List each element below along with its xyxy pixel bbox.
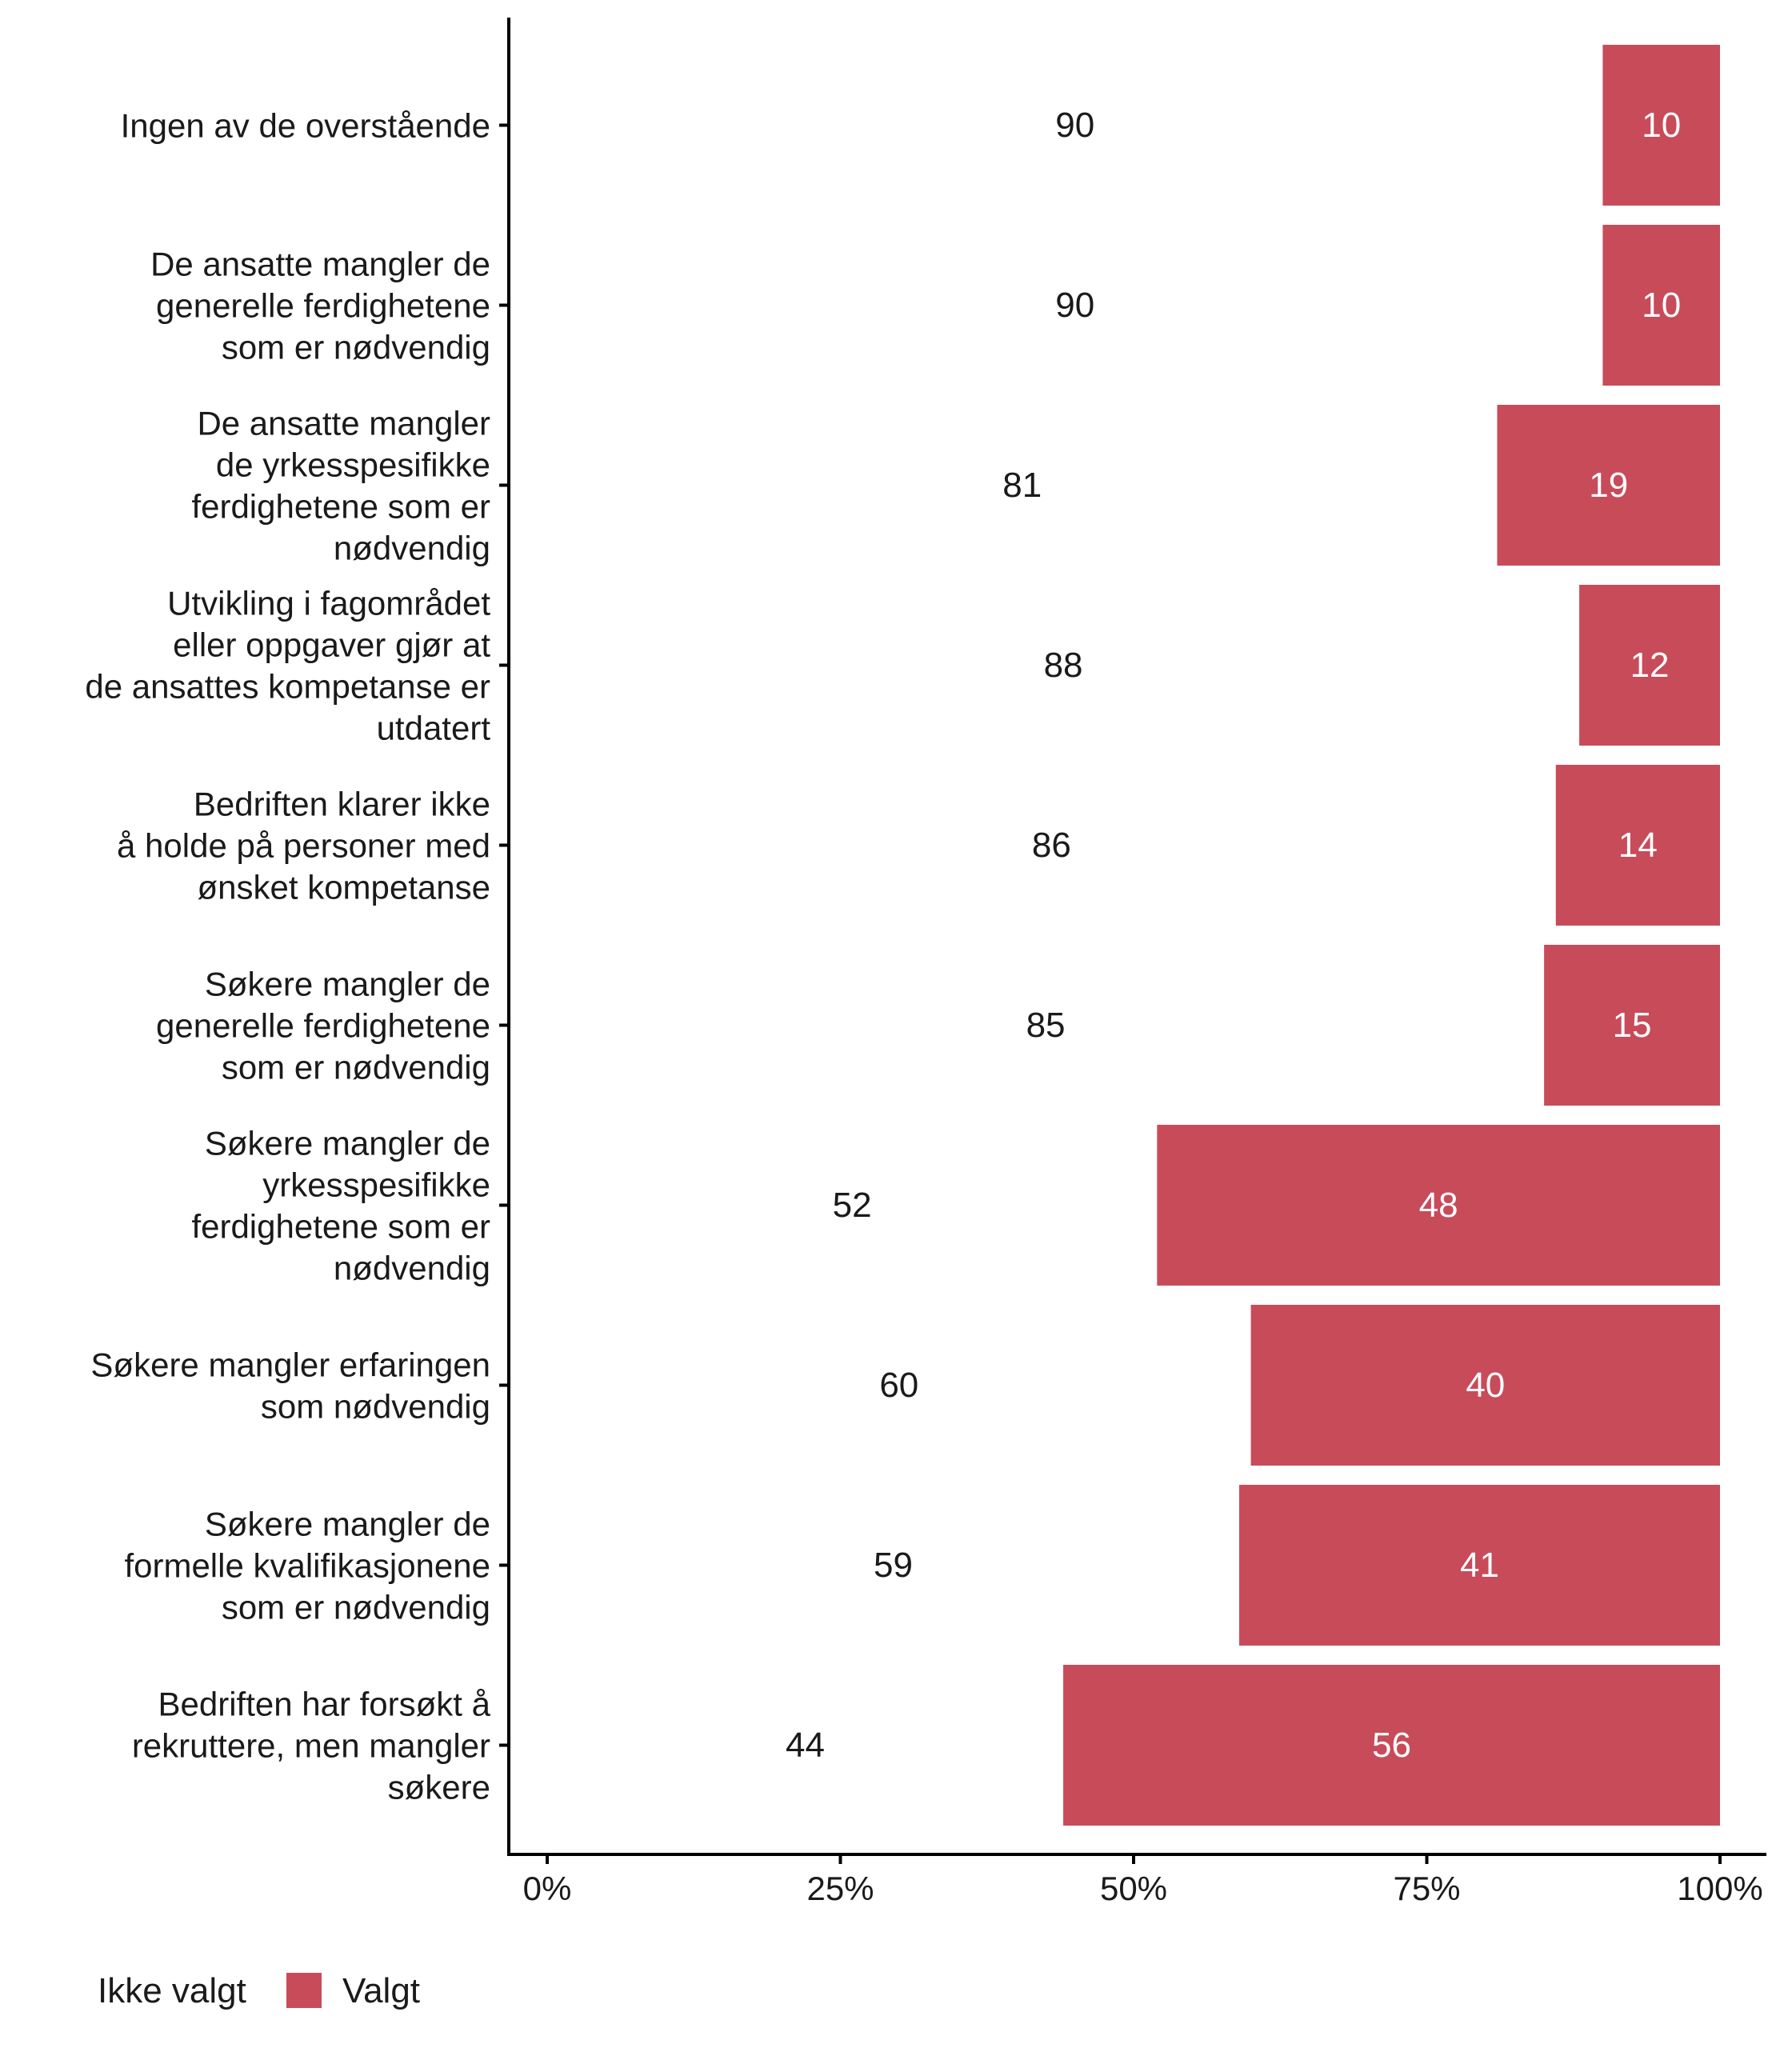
- bars-layer: [1063, 45, 1720, 1826]
- bar-valgt-5: [1544, 945, 1720, 1106]
- value-labels-layer: 90 10 90 10 81 19 88 12 86 14 85 15 52 48 60 40 59 41 44 56: [786, 106, 1681, 1765]
- x-tick-label-4: 100%: [1677, 1870, 1762, 1907]
- value-label-ikke-valgt-7: 60: [879, 1366, 918, 1405]
- value-label-valgt-6: 48: [1419, 1186, 1458, 1225]
- value-label-valgt-5: 15: [1613, 1006, 1652, 1045]
- legend-label-valgt: Valgt: [342, 1971, 420, 2010]
- bar-valgt-7: [1250, 1305, 1720, 1466]
- value-label-valgt-4: 14: [1618, 826, 1658, 865]
- x-tick-label-3: 75%: [1393, 1870, 1460, 1907]
- x-tick-label-0: 0%: [523, 1870, 572, 1907]
- value-label-ikke-valgt-3: 88: [1044, 646, 1083, 685]
- value-label-valgt-9: 56: [1372, 1726, 1411, 1765]
- value-label-ikke-valgt-5: 85: [1026, 1006, 1066, 1045]
- value-label-ikke-valgt-8: 59: [874, 1546, 913, 1585]
- value-label-valgt-0: 10: [1642, 106, 1681, 145]
- category-label-5: Søkere mangler de generelle ferdighetene s…: [156, 966, 490, 1086]
- x-tick-label-1: 25%: [806, 1870, 874, 1907]
- legend-swatch-valgt: [286, 1973, 322, 2008]
- x-tick-label-2: 50%: [1100, 1870, 1167, 1907]
- category-label-0: Ingen av de overstående: [121, 107, 490, 145]
- category-label-4: Bedriften klarer ikke å holde på personer…: [117, 786, 490, 906]
- value-label-ikke-valgt-6: 52: [833, 1186, 872, 1225]
- value-label-ikke-valgt-2: 81: [1002, 466, 1042, 505]
- category-label-2: De ansatte mangler de yrkesspesifikke ferd…: [191, 405, 490, 567]
- bar-valgt-0: [1602, 45, 1720, 206]
- bar-valgt-1: [1602, 225, 1720, 386]
- value-label-ikke-valgt-0: 90: [1055, 106, 1094, 145]
- value-label-ikke-valgt-9: 44: [786, 1726, 825, 1765]
- bar-valgt-2: [1497, 405, 1720, 566]
- legend: Ikke valgt Valgt: [98, 1971, 420, 2010]
- value-label-valgt-7: 40: [1466, 1366, 1505, 1405]
- value-label-valgt-8: 41: [1460, 1546, 1499, 1585]
- value-label-valgt-3: 12: [1630, 646, 1670, 685]
- category-label-6: Søkere mangler de yrkesspesifikke ferdighe…: [191, 1125, 490, 1287]
- bar-valgt-4: [1555, 765, 1720, 926]
- category-label-7: Søkere mangler erfaringen som nødvendig: [90, 1346, 490, 1426]
- category-label-1: De ansatte mangler de generelle ferdighet…: [150, 246, 490, 366]
- category-label-8: Søkere mangler de formelle kvalifikasjone…: [124, 1506, 490, 1626]
- value-label-valgt-2: 19: [1589, 466, 1628, 505]
- bar-valgt-6: [1157, 1125, 1720, 1286]
- category-label-9: Bedriften har forsøkt å rekruttere, men m…: [132, 1686, 491, 1806]
- legend-title: Ikke valgt: [98, 1971, 246, 2010]
- value-label-ikke-valgt-4: 86: [1032, 826, 1071, 865]
- bar-valgt-9: [1063, 1665, 1720, 1826]
- value-label-valgt-1: 10: [1642, 286, 1681, 325]
- category-labels-layer: Ingen av de overstående De ansatte mangle…: [85, 107, 490, 1806]
- axes-layer: 0% 25% 50% 75% 100%: [499, 18, 1766, 1907]
- bar-valgt-8: [1238, 1485, 1720, 1646]
- bar-valgt-3: [1579, 585, 1720, 746]
- value-label-ikke-valgt-1: 90: [1055, 286, 1094, 325]
- category-label-3: Utvikling i fagområdet eller oppgaver gjø…: [85, 585, 490, 747]
